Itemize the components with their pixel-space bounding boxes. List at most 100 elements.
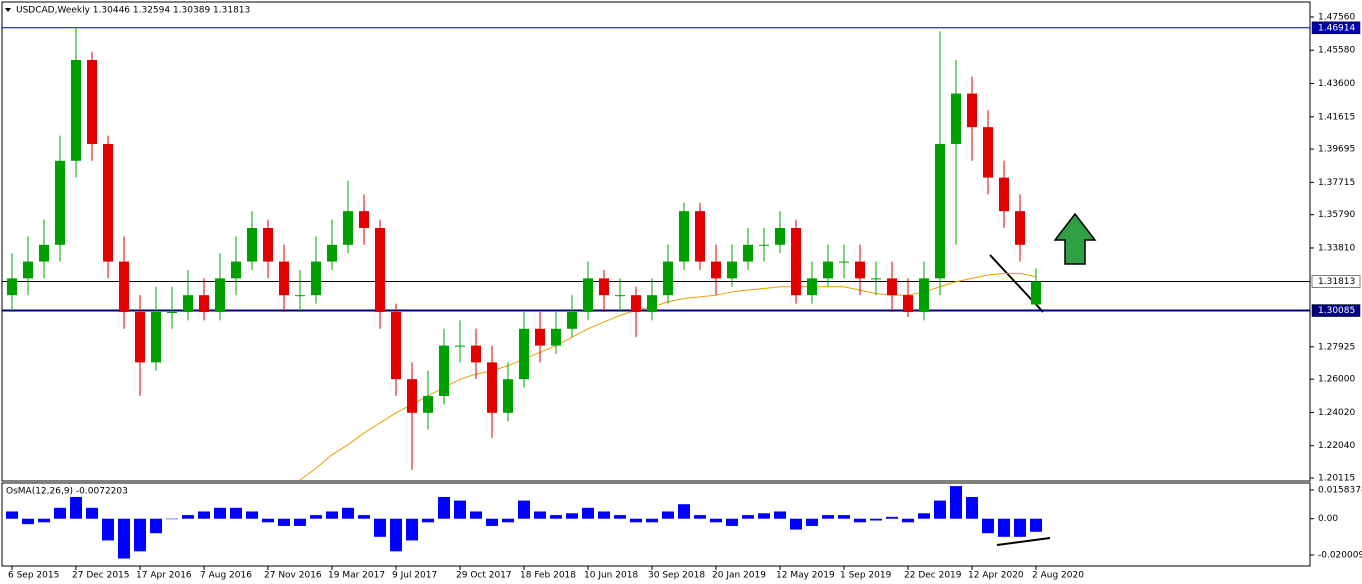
osma-bar xyxy=(166,518,178,520)
osma-bar xyxy=(54,507,66,519)
price-label: 1.46914 xyxy=(1318,23,1355,33)
candle-body xyxy=(375,227,385,312)
menu-icon[interactable] xyxy=(5,8,11,12)
candle-body xyxy=(1031,281,1041,305)
candle-body xyxy=(967,93,977,128)
candle-body xyxy=(183,295,193,312)
y-tick-label: 1.43600 xyxy=(1318,79,1355,89)
candle-body xyxy=(887,278,897,296)
y-tick-label: 1.39695 xyxy=(1318,145,1355,155)
candle-body xyxy=(359,211,369,228)
candle-body xyxy=(279,261,289,296)
candle-body xyxy=(823,261,833,279)
osma-bar xyxy=(230,507,242,519)
price-label: 1.31813 xyxy=(1318,277,1355,287)
osma-bar xyxy=(70,496,82,519)
candle-body xyxy=(7,278,17,296)
osma-trend-line xyxy=(996,537,1051,546)
candle-body xyxy=(87,59,97,144)
y-tick-label: 1.33810 xyxy=(1318,243,1355,253)
osma-bar xyxy=(390,518,402,552)
osma-bar xyxy=(934,500,946,519)
candle-body xyxy=(103,143,113,262)
candle-body xyxy=(423,395,433,413)
up-arrow xyxy=(1053,212,1097,265)
osma-bar xyxy=(614,515,626,519)
osma-pane xyxy=(1,482,1311,567)
x-tick-label: 30 Sep 2018 xyxy=(648,571,705,581)
candle-body xyxy=(343,211,353,245)
osma-bar xyxy=(438,496,450,519)
candle-body xyxy=(727,261,737,279)
candle-body xyxy=(583,278,593,312)
candle-body xyxy=(407,379,417,413)
candle-body xyxy=(311,261,321,296)
candle-body xyxy=(743,244,753,262)
candle-body xyxy=(55,160,65,245)
osma-bar xyxy=(870,518,882,521)
candle-body xyxy=(935,143,945,279)
candle-body xyxy=(471,345,481,363)
osma-bar xyxy=(582,507,594,519)
y-tick-label: 1.24020 xyxy=(1318,408,1355,418)
osma-bar xyxy=(86,507,98,519)
chart-title: USDCAD,Weekly 1.30446 1.32594 1.30389 1.… xyxy=(16,6,250,16)
osma-title: OsMA(12,26,9) -0.0072203 xyxy=(6,487,128,497)
osma-bar xyxy=(182,515,194,519)
osma-bar xyxy=(518,500,530,519)
osma-bar xyxy=(710,518,722,523)
x-tick-label: 10 Jun 2018 xyxy=(584,571,638,581)
osma-bar xyxy=(278,518,290,526)
osma-bar xyxy=(422,518,434,523)
osma-bar xyxy=(342,507,354,519)
candle-body xyxy=(247,227,257,262)
osma-bar xyxy=(566,513,578,519)
y-tick-label: -0.0200097 xyxy=(1318,550,1362,560)
osma-bar xyxy=(854,518,866,523)
candle-body xyxy=(711,261,721,279)
x-tick-label: 7 Aug 2016 xyxy=(200,571,252,581)
y-tick-label: 0.00 xyxy=(1318,514,1338,524)
osma-bar xyxy=(454,500,466,519)
x-tick-label: 6 Sep 2015 xyxy=(8,571,59,581)
candle-body xyxy=(215,278,225,312)
osma-bar xyxy=(726,518,738,526)
candle-body xyxy=(663,261,673,296)
osma-bar xyxy=(134,518,146,552)
y-tick-label: 1.27925 xyxy=(1318,342,1355,352)
osma-bar xyxy=(502,518,514,523)
osma-bar xyxy=(534,511,546,519)
osma-bar xyxy=(470,511,482,519)
x-tick-label: 12 May 2019 xyxy=(776,571,835,581)
x-tick-label: 19 Mar 2017 xyxy=(328,571,385,581)
osma-bar xyxy=(1030,518,1042,532)
candle-body xyxy=(167,311,177,313)
price-label: 1.30085 xyxy=(1318,306,1355,316)
osma-bar xyxy=(598,511,610,519)
candle-body xyxy=(759,244,769,246)
osma-bar xyxy=(1014,518,1026,537)
osma-bar xyxy=(774,511,786,519)
osma-bar xyxy=(150,518,162,534)
osma-bar xyxy=(998,518,1010,537)
x-tick-label: 12 Apr 2020 xyxy=(968,571,1024,581)
osma-bar xyxy=(982,518,994,534)
osma-bar xyxy=(886,516,898,519)
x-tick-label: 1 Sep 2019 xyxy=(840,571,892,581)
osma-bar xyxy=(918,513,930,519)
candle-body xyxy=(455,345,465,347)
x-tick-label: 9 Jul 2017 xyxy=(392,571,437,581)
candle-body xyxy=(599,278,609,296)
osma-bar xyxy=(198,511,210,519)
candle-body xyxy=(807,278,817,296)
x-tick-label: 22 Dec 2019 xyxy=(904,571,962,581)
x-tick-label: 29 Oct 2017 xyxy=(456,571,512,581)
candle-body xyxy=(919,278,929,312)
candle-body xyxy=(151,311,161,363)
osma-bar xyxy=(550,515,562,519)
x-tick-label: 27 Nov 2016 xyxy=(264,571,322,581)
osma-bar xyxy=(678,504,690,519)
y-tick-label: 1.37715 xyxy=(1318,178,1355,188)
price-label-box xyxy=(1311,275,1361,288)
osma-bar xyxy=(694,515,706,519)
